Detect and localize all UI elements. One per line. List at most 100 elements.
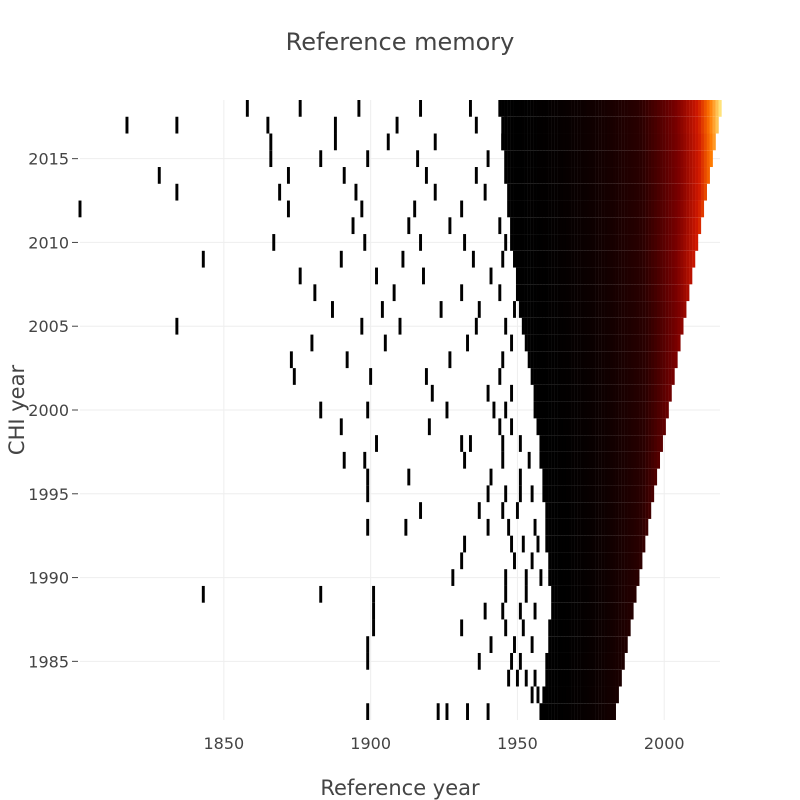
heatmap-cell	[642, 133, 646, 151]
heatmap-cell	[513, 100, 517, 117]
heatmap-cell	[562, 334, 567, 352]
heatmap-cell	[601, 485, 605, 503]
heatmap-cell	[662, 167, 666, 184]
heatmap-cell	[551, 401, 555, 419]
scatter-cell	[366, 401, 370, 419]
heatmap-cell	[656, 116, 661, 134]
heatmap-cell	[630, 351, 634, 369]
heatmap-cell	[551, 703, 555, 720]
heatmap-cell	[580, 485, 584, 503]
heatmap-cell	[598, 250, 602, 268]
heatmap-cell	[642, 351, 646, 369]
heatmap-cell	[695, 200, 699, 218]
heatmap-cell	[592, 100, 596, 117]
heatmap-cell	[612, 167, 616, 184]
heatmap-cell	[557, 686, 561, 704]
heatmap-cell	[633, 451, 637, 469]
heatmap-cell	[627, 619, 631, 637]
heatmap-cell	[527, 250, 531, 268]
heatmap-cell	[524, 234, 528, 251]
heatmap-cell	[574, 200, 578, 218]
heatmap-cell	[656, 234, 661, 251]
heatmap-cell	[577, 552, 581, 570]
heatmap-cell	[589, 351, 593, 369]
heatmap-cell	[601, 167, 605, 184]
heatmap-cell	[542, 100, 546, 117]
heatmap-cell	[651, 418, 655, 436]
heatmap-cell	[598, 183, 602, 201]
heatmap-cell	[589, 317, 593, 335]
heatmap-cell	[568, 703, 572, 720]
heatmap-cell	[545, 200, 549, 218]
heatmap-cell	[554, 468, 558, 486]
heatmap-cell	[656, 284, 661, 302]
heatmap-cell	[636, 116, 640, 134]
heatmap-cell	[592, 401, 596, 419]
scatter-cell	[331, 301, 334, 318]
heatmap-cell	[624, 133, 628, 151]
heatmap-cell	[560, 183, 564, 201]
scatter-cell	[366, 468, 370, 486]
heatmap-cell	[639, 234, 643, 251]
heatmap-cell	[518, 133, 523, 151]
heatmap-cell	[595, 535, 599, 553]
heatmap-cell	[645, 401, 649, 419]
heatmap-cell	[571, 468, 575, 486]
heatmap-cell	[554, 552, 558, 570]
scatter-cell	[424, 167, 428, 184]
heatmap-cell	[577, 418, 581, 436]
heatmap-cell	[536, 401, 540, 419]
heatmap-cell	[615, 183, 619, 201]
heatmap-cell	[539, 368, 543, 385]
heatmap-cell	[612, 418, 616, 436]
heatmap-cell	[674, 334, 678, 352]
scatter-cell	[513, 636, 516, 653]
heatmap-cell	[598, 435, 602, 452]
heatmap-cell	[604, 183, 608, 201]
heatmap-cell	[565, 301, 570, 318]
heatmap-cell	[551, 485, 555, 503]
heatmap-cell	[536, 133, 540, 151]
heatmap-cell	[536, 116, 540, 134]
scatter-cell	[477, 652, 481, 670]
heatmap-cell	[571, 100, 575, 117]
heatmap-cell	[598, 351, 602, 369]
heatmap-cell	[633, 150, 637, 168]
heatmap-cell	[583, 636, 587, 653]
heatmap-cell	[674, 267, 678, 285]
heatmap-cell	[609, 384, 614, 402]
heatmap-cell	[615, 569, 619, 586]
heatmap-cell	[527, 200, 531, 218]
heatmap-cell	[554, 133, 558, 151]
heatmap-cell	[633, 100, 637, 117]
heatmap-cell	[560, 468, 564, 486]
heatmap-cell	[551, 569, 555, 586]
heatmap-cell	[624, 334, 628, 352]
heatmap-cell	[662, 334, 666, 352]
heatmap-cell	[518, 301, 523, 318]
heatmap-cell	[709, 100, 713, 117]
heatmap-cell	[612, 284, 616, 302]
heatmap-cell	[612, 100, 616, 117]
heatmap-cell	[545, 435, 549, 452]
heatmap-cell	[533, 217, 537, 235]
heatmap-cell	[598, 234, 602, 251]
heatmap-cell	[557, 133, 561, 151]
y-axis-title: CHI year	[5, 365, 29, 456]
heatmap-cell	[621, 619, 625, 637]
heatmap-cell	[574, 636, 578, 653]
heatmap-cell	[636, 317, 640, 335]
heatmap-cell	[545, 167, 549, 184]
heatmap-cell	[574, 368, 578, 385]
heatmap-cell	[577, 217, 581, 235]
heatmap-cell	[592, 167, 596, 184]
heatmap-cell	[583, 317, 587, 335]
heatmap-cell	[651, 301, 655, 318]
heatmap-cell	[562, 468, 567, 486]
heatmap-cell	[662, 150, 666, 168]
heatmap-cell	[539, 351, 543, 369]
heatmap-cell	[700, 100, 705, 117]
heatmap-cell	[580, 401, 584, 419]
heatmap-cell	[574, 301, 578, 318]
heatmap-cell	[562, 150, 567, 168]
